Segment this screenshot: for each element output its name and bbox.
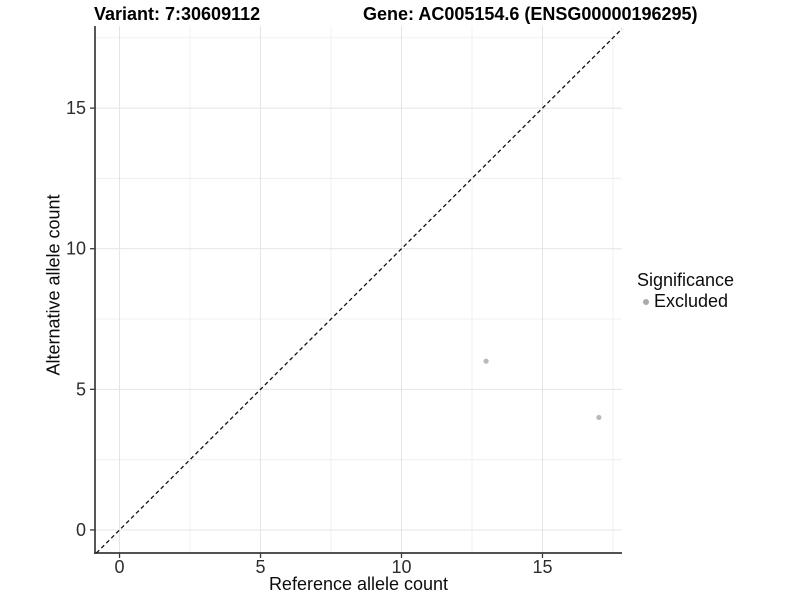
data-point	[483, 358, 489, 364]
identity-dashed-line	[95, 28, 623, 554]
y-tick-label: 0	[76, 520, 86, 540]
x-tick-label: 5	[256, 557, 266, 577]
legend-title: Significance	[637, 270, 735, 290]
x-tick-label: 15	[532, 557, 552, 577]
x-axis-label: Reference allele count	[268, 574, 449, 594]
x-tick-label: 10	[391, 557, 411, 577]
excluded-point-icon	[642, 298, 649, 305]
data-point	[596, 414, 602, 421]
legend-entry-excluded: Excluded	[637, 291, 734, 312]
variant-title: Variant: 7:30609112	[94, 4, 261, 24]
y-tick-label: 15	[66, 98, 86, 118]
y-tick-label: 5	[76, 379, 86, 399]
y-tick-label: 10	[66, 239, 86, 259]
gene-title: Gene: AC005154.6 (ENSG00000196295)	[363, 4, 698, 24]
x-tick-label: 0	[115, 557, 125, 577]
y-axis-label: Alternative allele count	[43, 194, 64, 376]
legend-key	[637, 292, 654, 311]
legend-entry-label: Excluded	[654, 291, 729, 311]
legend: Significance Excluded	[637, 270, 734, 312]
